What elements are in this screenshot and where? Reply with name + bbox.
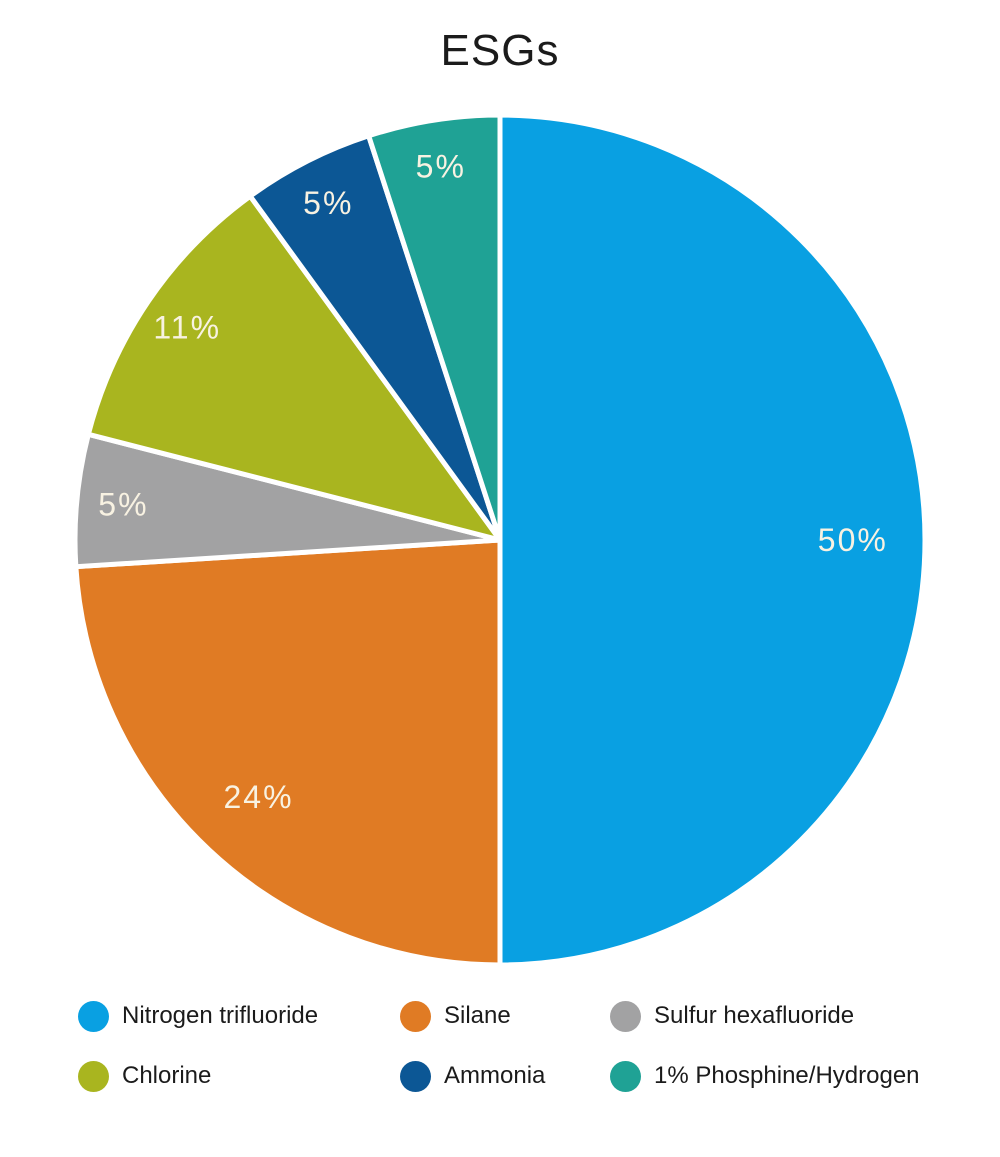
legend-label-silane: Silane bbox=[444, 1002, 511, 1029]
legend-label-nitrogen-trifluoride: Nitrogen trifluoride bbox=[122, 1002, 319, 1029]
legend-swatch-nitrogen-trifluoride bbox=[78, 1000, 109, 1032]
legend-item-silane: Silane bbox=[400, 998, 610, 1034]
legend-label-ammonia: Ammonia bbox=[444, 1062, 546, 1089]
slice-label-nitrogen-trifluoride: 50% bbox=[818, 522, 888, 558]
pie-slice-silane bbox=[73, 537, 503, 968]
slice-label-1-phosphine-hydrogen: 5% bbox=[416, 148, 466, 184]
legend-label-1-phosphine-hydrogen: 1% Phosphine/Hydrogen bbox=[654, 1062, 920, 1089]
chart-title: ESGs bbox=[440, 26, 560, 75]
legend-label-chlorine: Chlorine bbox=[122, 1062, 212, 1089]
slice-label-ammonia: 5% bbox=[303, 185, 353, 221]
pie-slice-1-phosphine-hydrogen bbox=[366, 112, 503, 543]
slice-label-chlorine: 11% bbox=[153, 309, 221, 345]
legend-label-sulfur-hexafluoride: Sulfur hexafluoride bbox=[654, 1002, 855, 1029]
chart-legend: Nitrogen trifluoride Silane Sulfur hexaflu… bbox=[78, 998, 988, 1094]
legend-swatch-silane bbox=[400, 1000, 431, 1032]
legend-swatch-1-phosphine-hydrogen bbox=[610, 1060, 641, 1092]
pie-slice-chlorine bbox=[85, 193, 503, 543]
pie-chart: 50% 24% 5% 11% 5% 5% bbox=[73, 112, 928, 968]
legend-swatch-sulfur-hexafluoride bbox=[610, 1000, 641, 1032]
legend-item-nitrogen-trifluoride: Nitrogen trifluoride bbox=[78, 998, 400, 1034]
legend-swatch-chlorine bbox=[78, 1060, 109, 1092]
legend-item-chlorine: Chlorine bbox=[78, 1058, 400, 1094]
slice-label-sulfur-hexafluoride: 5% bbox=[98, 486, 148, 522]
legend-item-sulfur-hexafluoride: Sulfur hexafluoride bbox=[610, 998, 988, 1034]
pie-slice-nitrogen-trifluoride bbox=[497, 112, 928, 968]
slice-label-silane: 24% bbox=[223, 779, 293, 815]
legend-item-1-phosphine-hydrogen: 1% Phosphine/Hydrogen bbox=[610, 1058, 988, 1094]
legend-item-ammonia: Ammonia bbox=[400, 1058, 610, 1094]
legend-swatch-ammonia bbox=[400, 1060, 431, 1092]
